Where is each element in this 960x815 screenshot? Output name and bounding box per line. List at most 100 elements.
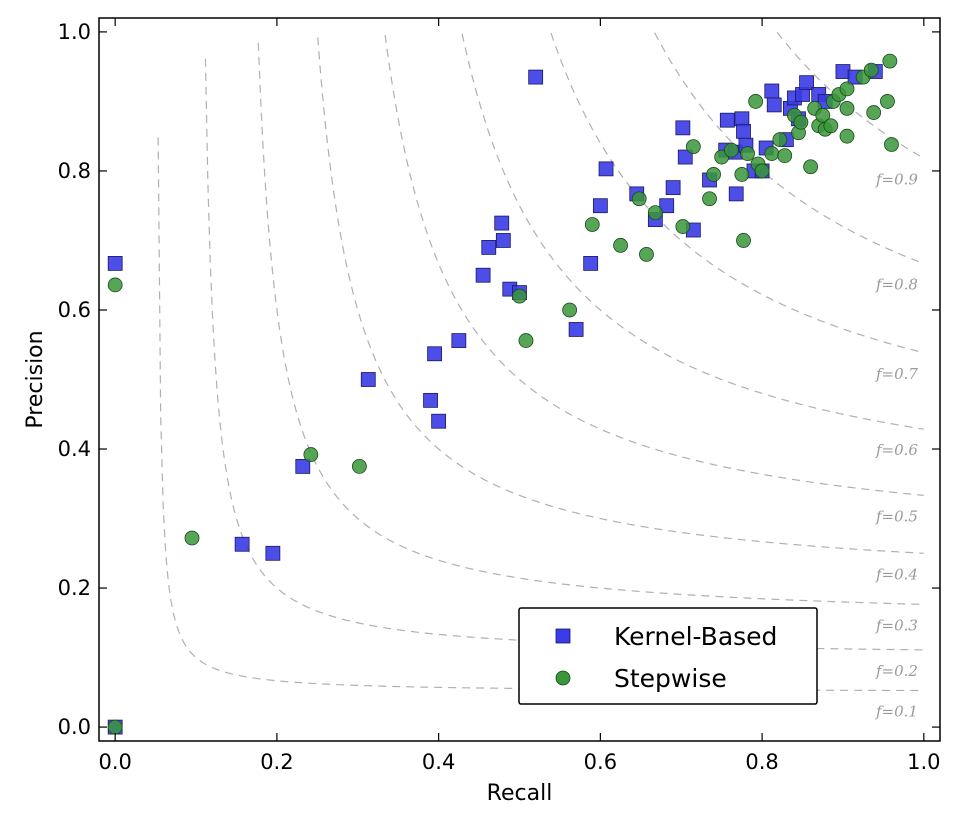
stepwise-point	[184, 530, 200, 546]
kernel-based-point	[659, 198, 675, 214]
stepwise-point	[685, 139, 701, 155]
kernel-based-point	[568, 322, 584, 337]
stepwise-point	[562, 302, 578, 318]
kernel-based-point	[495, 233, 511, 248]
kernel-based-point	[719, 112, 735, 128]
stepwise-point	[777, 148, 793, 164]
kernel-based-point	[427, 346, 442, 362]
stepwise-point	[736, 233, 751, 248]
axis-ticks	[99, 18, 940, 741]
legend-label: Stepwise	[614, 664, 727, 693]
stepwise-point	[723, 142, 739, 158]
kernel-based-point	[295, 458, 311, 474]
iso-f-contour-label: f=0.4	[875, 565, 918, 583]
iso-f-contour-line	[204, 58, 924, 651]
kernel-based-point	[734, 111, 750, 127]
stepwise-point	[706, 167, 721, 182]
kernel-based-point	[675, 120, 691, 136]
stepwise-point	[107, 277, 123, 293]
kernel-based-point	[583, 255, 599, 271]
stepwise-point	[702, 191, 717, 207]
kernel-based-point	[423, 392, 438, 408]
stepwise-point	[647, 205, 663, 221]
stepwise-point	[351, 458, 367, 474]
iso-f-contour-label: f=0.7	[875, 365, 918, 383]
kernel-based-point	[766, 97, 782, 113]
iso-f-contour-line	[157, 137, 924, 692]
stepwise-point	[512, 288, 527, 304]
legend-box	[518, 607, 818, 705]
kernel-based-point	[265, 545, 281, 561]
stepwise-point	[584, 217, 600, 232]
iso-f-contour-label: f=0.5	[875, 507, 918, 525]
stepwise-point	[303, 447, 319, 462]
kernel-based-point	[107, 255, 123, 271]
stepwise-point	[754, 163, 770, 179]
stepwise-point	[839, 128, 855, 144]
x-axis-label: Recall	[487, 781, 553, 806]
stepwise-point	[839, 81, 855, 97]
kernel-based-point	[360, 372, 376, 387]
x-tick-label: 1.0	[907, 750, 940, 774]
legend-label: Kernel-Based	[614, 622, 777, 651]
kernel-based-point	[475, 267, 491, 283]
kernel-based-point	[234, 536, 250, 552]
iso-f-contour-line	[317, 37, 924, 554]
kernel-based-point	[528, 69, 544, 85]
kernel-based-point	[728, 186, 744, 202]
stepwise-point	[793, 114, 809, 130]
kernel-based-point	[665, 180, 681, 196]
stepwise-point	[734, 167, 750, 182]
kernel-based-point	[677, 149, 693, 165]
iso-f-contour-labels: f=0.1 f=0.2 f=0.3 f=0.4 f=0.5 f=0.6 f=0.7 f=0.8…	[875, 170, 918, 720]
x-tick-label: 0.2	[260, 750, 293, 774]
stepwise-point	[639, 246, 654, 262]
stepwise-point	[863, 62, 879, 78]
kernel-based-point	[481, 240, 497, 255]
iso-f-contour-label: f=0.1	[875, 703, 918, 721]
kernel-based-point	[736, 123, 751, 139]
iso-f-contour-line	[257, 42, 924, 606]
stepwise-point	[823, 118, 839, 134]
y-tick-label: 0.2	[58, 576, 91, 600]
stepwise-point	[740, 146, 755, 161]
stepwise-point	[880, 94, 895, 109]
iso-f-contour-line	[461, 33, 924, 430]
data-points	[107, 53, 899, 735]
y-tick-label: 0.6	[58, 298, 91, 322]
stepwise-point	[772, 132, 788, 148]
kernel-based-point	[431, 413, 447, 429]
kernel-based-point	[598, 161, 614, 177]
kernel-based-point	[494, 215, 510, 231]
x-tick-label: 0.6	[584, 750, 617, 774]
stepwise-point	[107, 719, 123, 735]
stepwise-point	[764, 146, 780, 161]
legend: Kernel-Based Stepwise	[518, 607, 818, 705]
stepwise-point	[518, 333, 534, 348]
kernel-based-point	[764, 83, 780, 99]
y-axis-label: Precision	[23, 330, 48, 428]
x-tick-label: 0.4	[422, 750, 455, 774]
stepwise-point	[884, 137, 899, 152]
x-tick-label: 0.0	[98, 750, 131, 774]
y-tick-label: 0.8	[58, 159, 91, 183]
iso-f-contour-line	[654, 32, 925, 265]
stepwise-point	[675, 219, 691, 234]
stepwise-point	[613, 237, 628, 253]
iso-f-contours	[157, 32, 925, 692]
stepwise-point	[882, 53, 898, 69]
iso-f-contour-label: f=0.3	[875, 616, 918, 634]
stepwise-point	[631, 191, 647, 207]
y-tick-label: 0.4	[58, 437, 91, 461]
iso-f-contour-label: f=0.9	[875, 170, 918, 188]
kernel-based-point	[799, 75, 814, 91]
x-tick-label: 0.8	[745, 750, 778, 774]
iso-f-contour-label: f=0.6	[875, 441, 918, 459]
legend-marker-stepwise	[555, 670, 571, 686]
iso-f-contour-label: f=0.2	[875, 662, 918, 680]
stepwise-point	[839, 100, 855, 116]
kernel-based-point	[451, 333, 467, 348]
y-tick-label: 0.0	[58, 715, 91, 739]
kernel-based-point	[592, 198, 608, 214]
